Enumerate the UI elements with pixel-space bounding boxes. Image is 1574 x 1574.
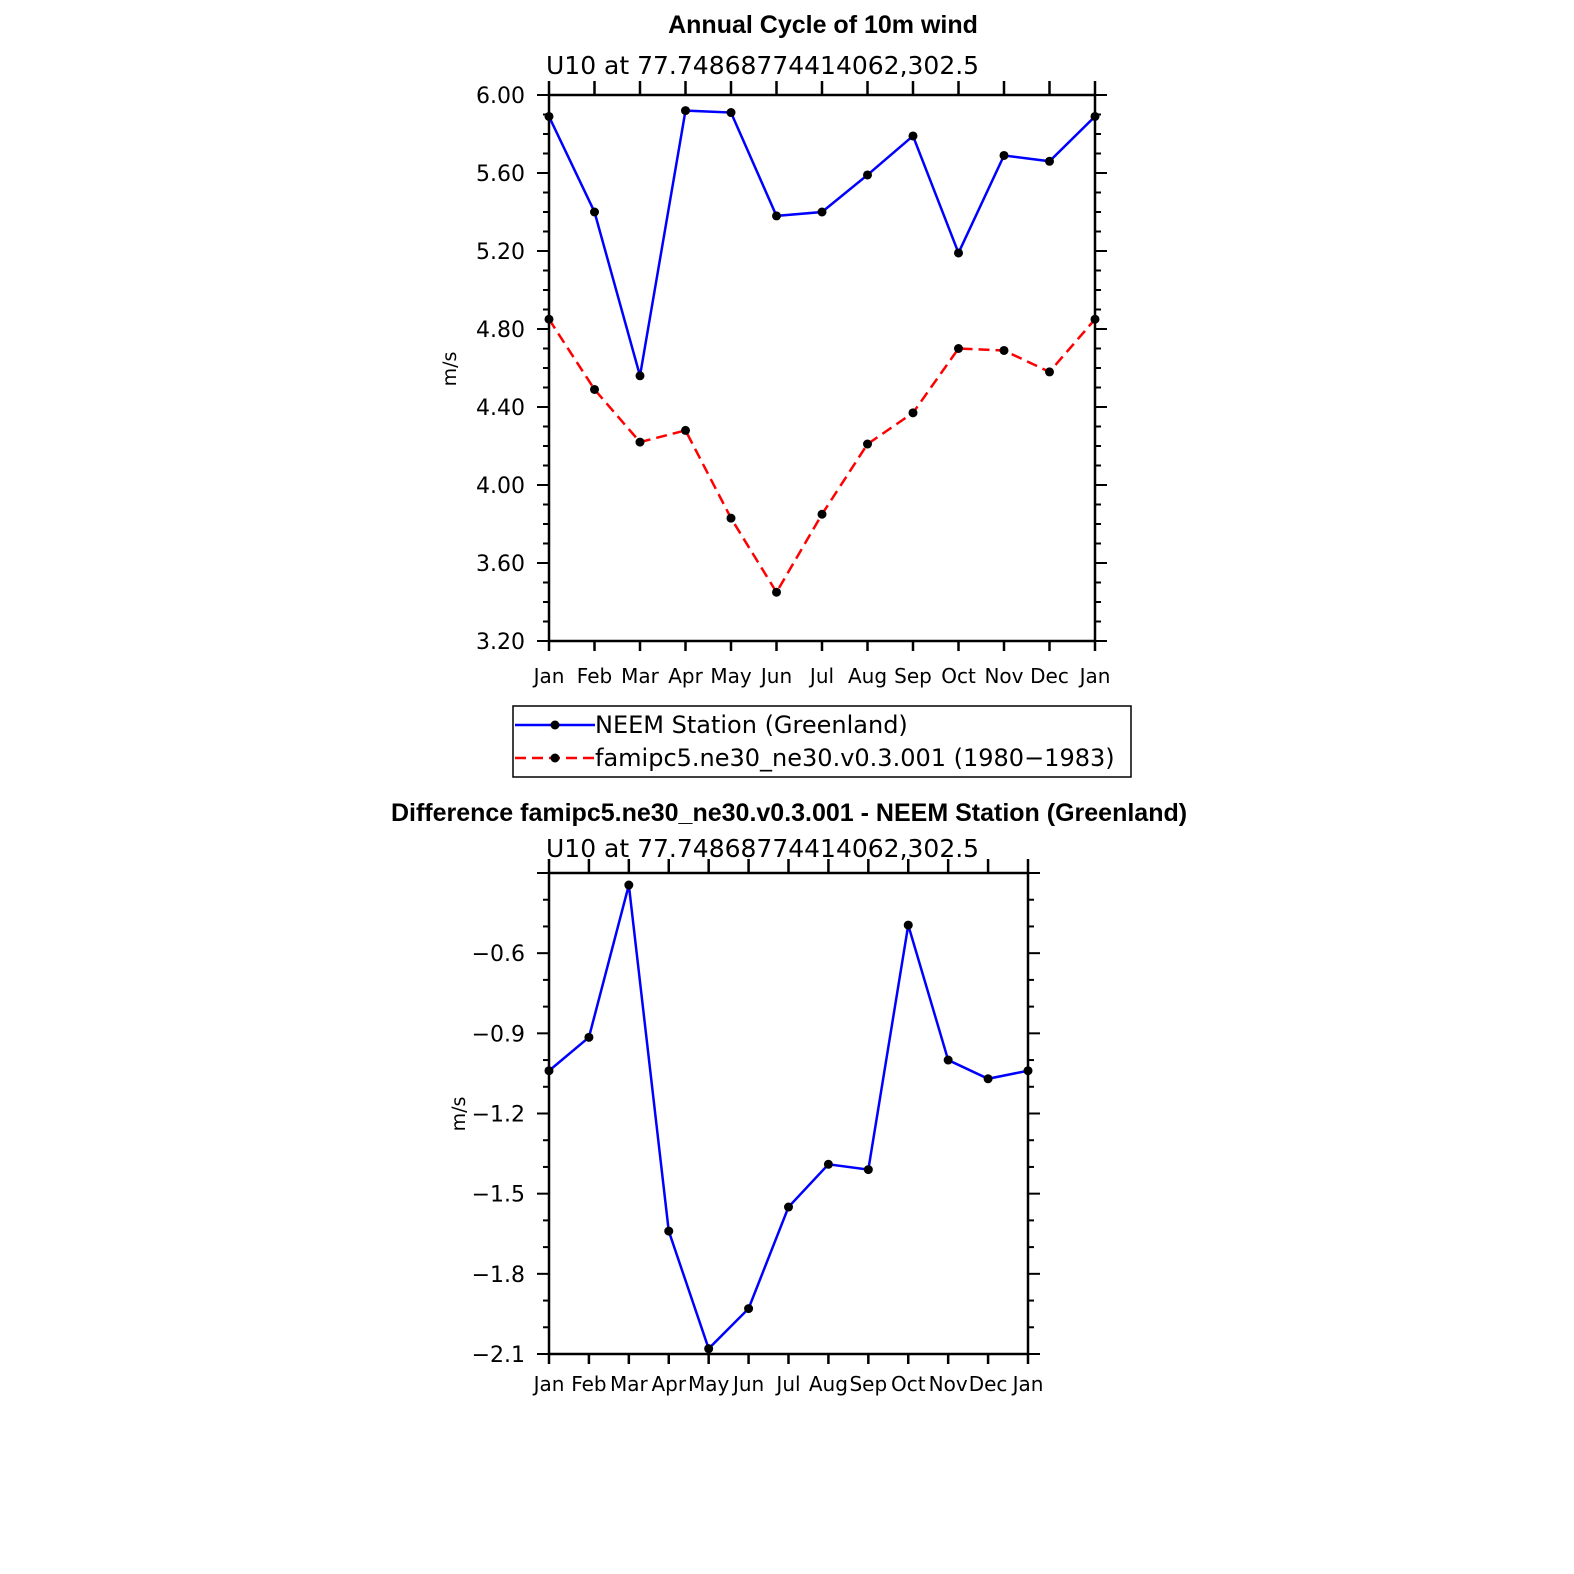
legend-marker-neem (550, 720, 560, 730)
chart1-data-point (544, 111, 554, 121)
chart1-data-point (681, 425, 690, 435)
chart2-xtick-label: Nov (929, 1372, 968, 1396)
chart2-ytick-label: −1.5 (472, 1183, 525, 1208)
chart2-xtick-label: Jan (532, 1372, 565, 1396)
chart2-data-point (983, 1074, 993, 1084)
chart1-data-point (863, 170, 872, 180)
chart1-ytick-label: 4.80 (476, 318, 525, 343)
chart2-title: Difference famipc5.ne30_ne30.v0.3.001 - … (391, 799, 1187, 827)
chart2-data-point (1023, 1066, 1033, 1076)
chart1-xtick-label: Apr (668, 664, 703, 688)
chart1-data-point (817, 207, 827, 217)
chart2-xtick-label: Aug (809, 1372, 848, 1396)
chart1-ytick-label: 4.00 (476, 474, 525, 499)
chart2-data-point (624, 880, 634, 890)
chart1-data-point (544, 314, 554, 324)
chart1-xtick-label: Sep (894, 664, 932, 688)
chart1-data-point (1045, 367, 1054, 377)
chart2-data-point (784, 1202, 793, 1212)
chart1-data-point (1090, 314, 1100, 324)
chart1-ytick-label: 3.20 (476, 630, 525, 655)
chart2-subtitle: U10 at 77.74868774414062,302.5 (546, 834, 979, 863)
chart1-data-point (726, 108, 736, 118)
chart1-data-point (954, 344, 963, 353)
chart1-frame (547, 93, 1097, 643)
chart2-data-point (544, 1066, 554, 1076)
chart1-data-point (726, 513, 736, 523)
chart1-legend: NEEM Station (Greenland) famipc5.ne30_ne… (512, 705, 1132, 778)
chart2-data-point (744, 1304, 754, 1314)
legend-box (512, 705, 1132, 778)
chart2-data-point (664, 1226, 674, 1236)
chart2-ytick-label: −1.8 (472, 1263, 525, 1288)
chart1-data-point (635, 371, 645, 381)
chart1-data-point (635, 437, 645, 447)
chart1-data-point (590, 384, 599, 394)
chart1-data-point (681, 106, 690, 116)
chart1-ylabel: m/s (439, 352, 461, 387)
chart2-xtick-label: May (688, 1372, 730, 1396)
chart2-ytick-label: −1.2 (472, 1103, 525, 1128)
chart2-xtick-label: Sep (849, 1372, 887, 1396)
chart1-data-point (999, 150, 1009, 160)
chart1-xtick-label: Oct (941, 664, 976, 688)
chart1-xtick-label: Mar (621, 664, 660, 688)
chart2-data-point (584, 1032, 594, 1042)
chart1-ytick-label: 4.40 (476, 396, 525, 421)
chart1-data-point (772, 211, 781, 221)
chart1-xtick-label: Jun (759, 664, 792, 688)
chart1-data-point (908, 131, 918, 141)
chart2-xtick-label: Apr (651, 1372, 686, 1396)
chart1-data-point (817, 509, 827, 519)
chart2-data-point (704, 1344, 714, 1354)
chart1-series-line-0 (547, 109, 1096, 377)
chart2-ytick-label: −0.9 (472, 1022, 525, 1047)
legend-marker-model (550, 753, 560, 763)
chart2-xtick-label: Oct (891, 1372, 926, 1396)
chart1-data-point (999, 345, 1009, 355)
chart1-xtick-label: Nov (984, 664, 1023, 688)
chart1-title: Annual Cycle of 10m wind (668, 11, 978, 39)
chart2-data-point (903, 920, 913, 930)
chart1-xtick-label: Jan (532, 664, 565, 688)
chart2-xtick-label: Dec (969, 1372, 1008, 1396)
chart1-data-point (908, 408, 918, 418)
chart1-xtick-label: Dec (1030, 664, 1069, 688)
chart1-subtitle: U10 at 77.74868774414062,302.5 (546, 51, 979, 80)
chart2-ylabel: m/s (448, 1097, 470, 1132)
chart1-data-point (1045, 156, 1054, 166)
chart2-xtick-label: Jan (1011, 1372, 1044, 1396)
chart2-xtick-label: Mar (610, 1372, 649, 1396)
chart1-ytick-label: 5.20 (476, 240, 525, 265)
chart1-plot: Jan Feb Mar Apr May Jun Jul Aug Sep Oct Nov Dec Jan 6… (476, 81, 1110, 688)
chart1-data-point (590, 207, 599, 217)
chart1-xtick-label: Aug (848, 664, 887, 688)
chart2-ytick-label: −0.6 (472, 942, 525, 967)
chart2-plot: Jan Feb Mar Apr May Jun Jul Aug Sep Oct Nov Dec Jan−… (472, 859, 1044, 1396)
chart1-xtick-label: Jan (1078, 664, 1111, 688)
chart2-xtick-label: Jul (774, 1372, 800, 1396)
chart1-xtick-label: Feb (577, 664, 612, 688)
chart1-series-line-1 (547, 318, 1096, 595)
chart2-data-point (823, 1159, 833, 1169)
chart2-ytick-label: −2.1 (472, 1343, 525, 1368)
chart1-data-point (954, 248, 963, 258)
chart2-xtick-label: Jun (731, 1372, 764, 1396)
chart1-ytick-label: 6.00 (476, 84, 525, 109)
chart1-data-point (772, 587, 781, 597)
chart2-frame (547, 871, 1030, 1356)
chart1-ytick-label: 5.60 (476, 162, 525, 187)
chart1-xtick-label: Jul (808, 664, 834, 688)
chart1-data-point (863, 439, 872, 449)
chart1-ytick-label: 3.60 (476, 552, 525, 577)
legend-label-model: famipc5.ne30_ne30.v0.3.001 (1980−1983) (595, 744, 1115, 772)
chart1-xtick-label: May (710, 664, 752, 688)
legend-label-neem: NEEM Station (Greenland) (595, 711, 908, 739)
chart2-data-point (943, 1055, 953, 1065)
chart2-data-point (863, 1165, 873, 1175)
chart2-xtick-label: Feb (571, 1372, 606, 1396)
chart1-data-point (1090, 111, 1100, 121)
chart2-series-line-0 (548, 884, 1029, 1351)
